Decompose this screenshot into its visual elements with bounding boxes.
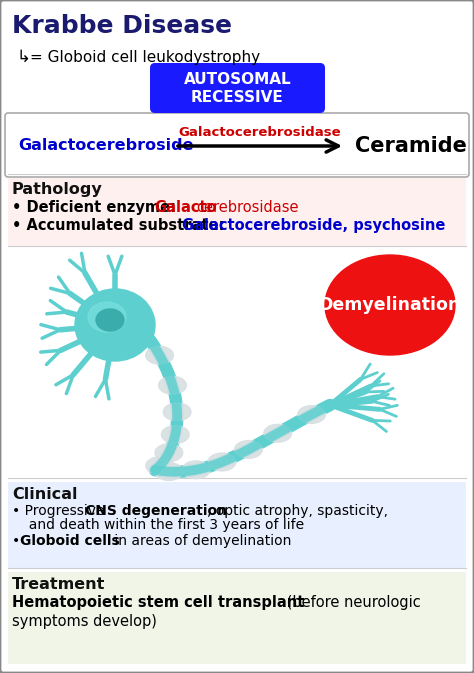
Ellipse shape	[146, 457, 174, 474]
Text: • Progressive: • Progressive	[12, 504, 109, 518]
Text: = Globoid cell leukodystrophy: = Globoid cell leukodystrophy	[30, 50, 260, 65]
Ellipse shape	[161, 425, 189, 444]
Text: and death within the first 3 years of life: and death within the first 3 years of li…	[20, 518, 304, 532]
Text: •: •	[12, 534, 25, 548]
FancyBboxPatch shape	[8, 178, 466, 246]
Text: AUTOSOMAL
RECESSIVE: AUTOSOMAL RECESSIVE	[184, 72, 292, 105]
FancyBboxPatch shape	[8, 572, 466, 664]
Ellipse shape	[88, 302, 126, 332]
Text: Galactocerebroside: Galactocerebroside	[18, 139, 193, 153]
Ellipse shape	[264, 424, 292, 442]
Ellipse shape	[182, 461, 210, 479]
Ellipse shape	[235, 440, 263, 458]
Text: CNS degeneration: CNS degeneration	[85, 504, 227, 518]
Text: Ceramide: Ceramide	[355, 136, 467, 156]
Ellipse shape	[298, 406, 326, 423]
Text: (before neurologic: (before neurologic	[282, 595, 421, 610]
Text: symptoms develop): symptoms develop)	[12, 614, 157, 629]
Ellipse shape	[158, 376, 186, 394]
Text: Galactocerebroside, psychosine: Galactocerebroside, psychosine	[182, 218, 446, 233]
Ellipse shape	[155, 462, 183, 481]
Ellipse shape	[75, 289, 155, 361]
Text: ↳: ↳	[16, 48, 30, 66]
Text: Treatment: Treatment	[12, 577, 105, 592]
Text: , optic atrophy, spasticity,: , optic atrophy, spasticity,	[207, 504, 388, 518]
Text: • Accumulated substrate:: • Accumulated substrate:	[12, 218, 229, 233]
FancyBboxPatch shape	[8, 482, 466, 568]
Ellipse shape	[155, 444, 183, 462]
Ellipse shape	[325, 255, 455, 355]
FancyBboxPatch shape	[5, 113, 469, 177]
Text: in areas of demyelination: in areas of demyelination	[110, 534, 292, 548]
Ellipse shape	[146, 347, 173, 364]
Ellipse shape	[96, 309, 124, 331]
Text: Clinical: Clinical	[12, 487, 78, 502]
Ellipse shape	[208, 453, 236, 471]
Text: Pathology: Pathology	[12, 182, 103, 197]
FancyBboxPatch shape	[8, 248, 466, 478]
Text: Hematopoietic stem cell transplant: Hematopoietic stem cell transplant	[12, 595, 304, 610]
Ellipse shape	[163, 403, 191, 421]
Text: cerebrosidase: cerebrosidase	[196, 200, 299, 215]
Text: Globoid cells: Globoid cells	[20, 534, 120, 548]
Text: Galacto: Galacto	[154, 200, 217, 215]
Text: Demyelination: Demyelination	[319, 296, 461, 314]
FancyBboxPatch shape	[150, 63, 325, 113]
Text: Krabbe Disease: Krabbe Disease	[12, 14, 232, 38]
Text: Galactocerebrosidase: Galactocerebrosidase	[179, 126, 341, 139]
Text: • Deficient enzyme:: • Deficient enzyme:	[12, 200, 181, 215]
